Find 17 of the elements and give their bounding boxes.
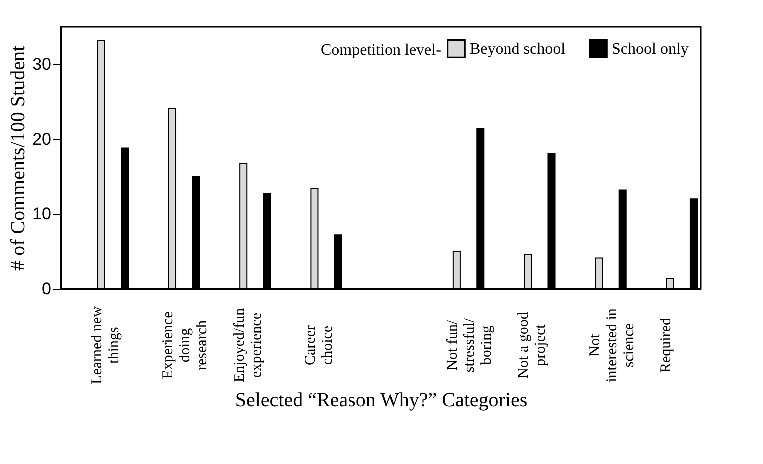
x-tick-label: Not fun/ stressful/ boring [445,318,496,373]
x-axis-title: Selected “Reason Why?” Categories [235,389,528,412]
x-tick-label: Not a good project [516,312,550,379]
y-tick-label: 20 [32,130,52,149]
x-tick-label: Required [658,318,674,373]
y-tick-label: 0 [42,280,52,298]
legend-label: School only [612,40,689,58]
legend-label: Beyond school [470,40,566,58]
y-tick-label: 10 [32,204,52,224]
legend-title: Competition level- [321,42,442,59]
x-tick-label: Experience doing research [160,311,211,380]
x-tick-label: Career choice [302,326,336,366]
x-tick-label: Learned new things [90,306,123,384]
y-axis-title: # of Comments/100 Student [8,46,30,271]
x-tick-label: Not interested in science [587,308,638,382]
x-tick-label: Enjoyed/fun experience [232,308,265,383]
y-tick-label: 30 [32,54,52,74]
